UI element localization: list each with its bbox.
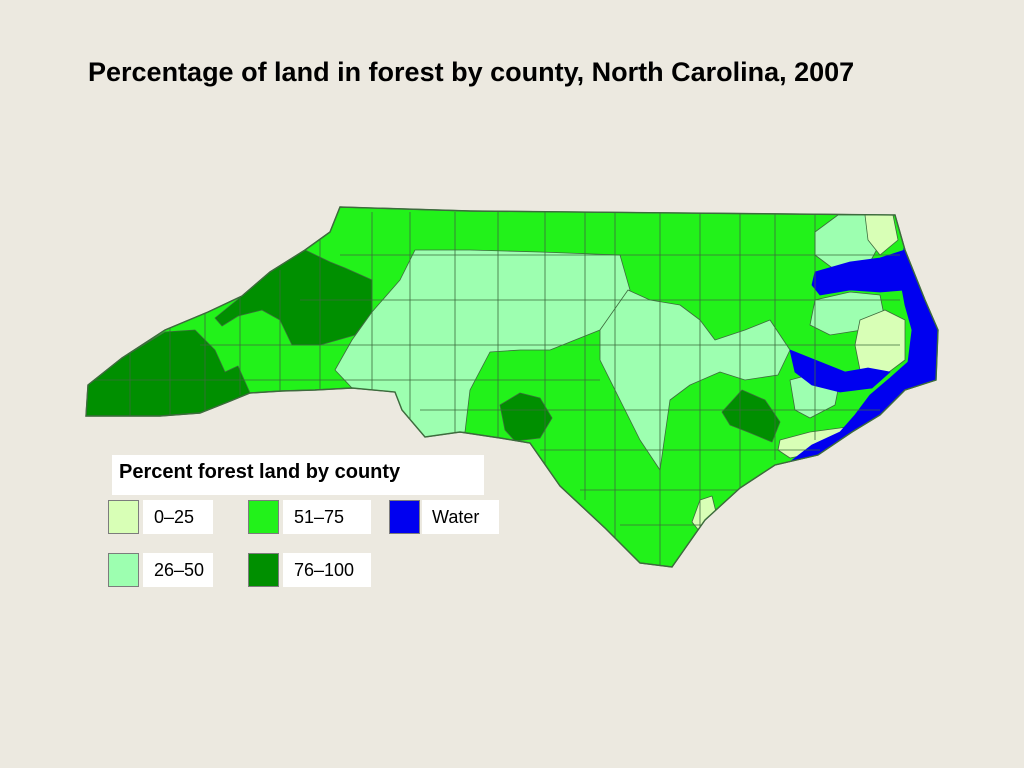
legend-swatch-26-50 bbox=[108, 553, 139, 587]
legend-label-51-75: 51–75 bbox=[283, 500, 371, 534]
legend-label-water: Water bbox=[422, 500, 499, 534]
legend-label-0-25: 0–25 bbox=[143, 500, 213, 534]
state-border bbox=[85, 206, 939, 568]
region-forest-76-100-south-ctr bbox=[499, 392, 553, 442]
region-forest-26-50-mid bbox=[599, 289, 791, 471]
region-forest-0-25-outer-banks bbox=[854, 309, 906, 376]
legend-swatch-51-75 bbox=[248, 500, 279, 534]
region-forest-76-100-east-ctr bbox=[721, 389, 781, 443]
legend-swatch-76-100 bbox=[248, 553, 279, 587]
map-title: Percentage of land in forest by county, … bbox=[88, 57, 855, 87]
legend-label-26-50: 26–50 bbox=[143, 553, 213, 587]
county-borders bbox=[86, 212, 900, 567]
legend-swatch-water bbox=[389, 500, 420, 534]
legend-title: Percent forest land by county bbox=[112, 455, 484, 495]
legend-label-76-100: 76–100 bbox=[283, 553, 371, 587]
legend-swatch-0-25 bbox=[108, 500, 139, 534]
